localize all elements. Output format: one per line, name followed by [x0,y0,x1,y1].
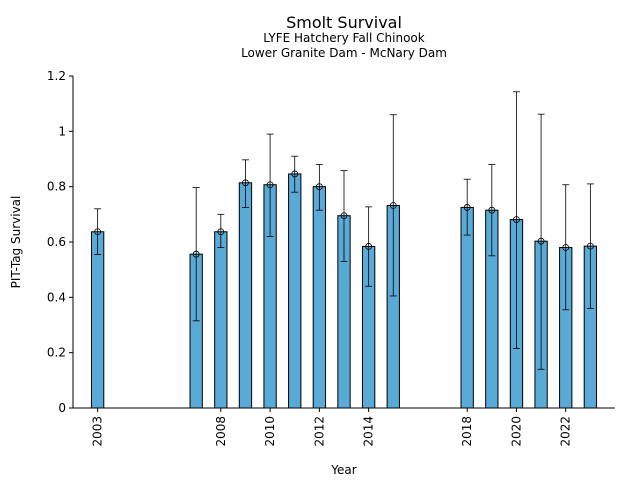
data-point [340,212,348,220]
x-tick-label: 2008 [214,416,228,447]
data-point [562,244,570,251]
data-point [192,250,200,258]
y-tick-label: 1.2 [47,69,66,83]
x-tick-label: 2022 [559,416,573,447]
x-ticks: 2003 2008 2010 2012 2014 2018 2020 2022 [91,408,573,447]
bar [460,206,474,409]
data-point [242,179,249,187]
bar [90,231,105,409]
data-point [537,237,545,245]
chart-subtitle-1: LYFE Hatchery Fall Chinook [263,31,424,45]
x-tick-label: 2012 [312,416,326,447]
data-point [315,183,323,191]
data-point [488,206,496,214]
x-tick-label: 2020 [509,416,523,447]
bar [214,231,228,409]
y-tick-label: 0.6 [47,235,66,249]
chart-title: Smolt Survival [286,13,402,32]
data-point [291,170,299,178]
data-point [365,243,373,250]
x-tick-label: 2018 [460,416,474,447]
bar [312,186,327,409]
y-tick-label: 0.4 [47,290,66,304]
data-point [217,228,225,236]
y-axis-label: PIT-Tag Survival [9,196,23,289]
chart-subtitle-2: Lower Granite Dam - McNary Dam [241,46,447,60]
x-tick-label: 2003 [91,416,105,447]
x-tick-label: 2010 [263,416,277,447]
data-point [463,204,471,211]
data-point [389,202,397,209]
bar [238,182,253,409]
plot-area [90,91,598,409]
x-tick-label: 2014 [362,416,376,447]
y-tick-label: 0 [58,401,66,415]
y-tick-label: 0.8 [47,180,66,194]
x-axis-label: Year [330,463,356,477]
data-point [94,228,102,236]
y-tick-label: 0.2 [47,346,66,360]
y-tick-label: 1 [58,124,66,138]
data-point [513,216,520,223]
data-point [586,242,594,250]
data-point [266,181,274,189]
y-ticks: 0 0.2 0.4 0.6 0.8 1 1.2 [47,69,73,415]
bar [288,173,302,409]
